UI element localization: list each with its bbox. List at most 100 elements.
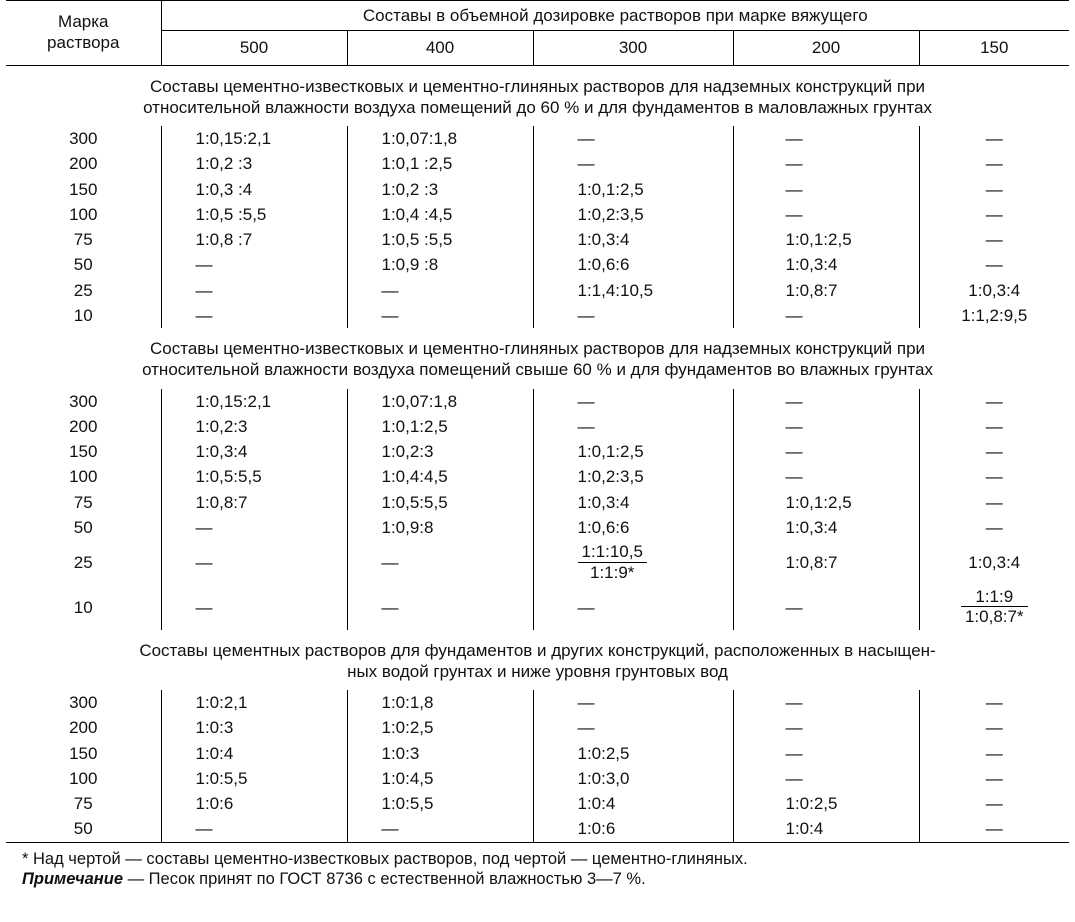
cell-value: 1:0,07:1,8 xyxy=(347,126,533,151)
table-row: 751:0,8 :71:0,5 :5,51:0,3:41:0,1:2,5— xyxy=(6,227,1069,252)
cell-value: 1:0:6 xyxy=(533,816,733,842)
cell-value: 1:0,3:4 xyxy=(533,227,733,252)
cell-value: 1:0,2 :3 xyxy=(347,177,533,202)
cell-marka: 50 xyxy=(6,816,161,842)
cell-value: — xyxy=(533,414,733,439)
cell-value: 1:0,8:7 xyxy=(733,278,919,303)
cell-value: — xyxy=(161,515,347,540)
mortar-compositions-table: Марка раствора Составы в объемной дозиро… xyxy=(6,0,1069,843)
cell-marka: 25 xyxy=(6,278,161,303)
cell-value: 1:0,1:2,5 xyxy=(533,439,733,464)
cell-value: 1:0:3 xyxy=(347,741,533,766)
cell-value: 1:0:4,5 xyxy=(347,766,533,791)
cell-value: — xyxy=(919,490,1069,515)
cell-value: 1:0:4 xyxy=(733,816,919,842)
table-row: 25——1:1,4:10,51:0,8:71:0,3:4 xyxy=(6,278,1069,303)
cell-value: 1:0:3 xyxy=(161,715,347,740)
cell-value: 1:0,1:2,5 xyxy=(733,227,919,252)
cell-value: 1:0,2:3,5 xyxy=(533,202,733,227)
cell-marka: 150 xyxy=(6,439,161,464)
cell-value: 1:1:91:0,8:7* xyxy=(919,585,1069,630)
col-header-400: 400 xyxy=(347,31,533,65)
cell-value: 1:0,4 :4,5 xyxy=(347,202,533,227)
table-row: 1501:0,3 :41:0,2 :31:0,1:2,5—— xyxy=(6,177,1069,202)
cell-value: 1:1:10,51:1:9* xyxy=(533,540,733,585)
cell-value: 1:0,3:4 xyxy=(919,540,1069,585)
table-row: 3001:0:2,11:0:1,8——— xyxy=(6,690,1069,715)
section-title: Составы цементно-известковых и цементно-… xyxy=(6,328,1069,389)
cell-value: — xyxy=(347,540,533,585)
cell-value: — xyxy=(919,816,1069,842)
cell-value: 1:0,2:3,5 xyxy=(533,464,733,489)
cell-value: — xyxy=(733,303,919,328)
table-row: 10————1:1,2:9,5 xyxy=(6,303,1069,328)
cell-value: — xyxy=(347,278,533,303)
table-row: 2001:0,2 :31:0,1 :2,5——— xyxy=(6,151,1069,176)
cell-value: 1:0,3:4 xyxy=(533,490,733,515)
cell-value: 1:0,2 :3 xyxy=(161,151,347,176)
cell-marka: 200 xyxy=(6,151,161,176)
table-row: 3001:0,15:2,11:0,07:1,8——— xyxy=(6,126,1069,151)
cell-value: — xyxy=(533,303,733,328)
cell-value: — xyxy=(161,816,347,842)
cell-value: 1:0:6 xyxy=(161,791,347,816)
cell-value: 1:0,3:4 xyxy=(161,439,347,464)
cell-marka: 150 xyxy=(6,177,161,202)
col-header-500: 500 xyxy=(161,31,347,65)
cell-value: — xyxy=(733,389,919,414)
cell-value: 1:0,3:4 xyxy=(733,252,919,277)
cell-value: — xyxy=(533,151,733,176)
cell-value: — xyxy=(919,515,1069,540)
cell-marka: 75 xyxy=(6,227,161,252)
section-title: Составы цементных растворов для фундамен… xyxy=(6,630,1069,691)
cell-marka: 150 xyxy=(6,741,161,766)
cell-value: 1:0:3,0 xyxy=(533,766,733,791)
cell-marka: 50 xyxy=(6,515,161,540)
cell-value: 1:0,5 :5,5 xyxy=(347,227,533,252)
cell-marka: 10 xyxy=(6,303,161,328)
cell-value: 1:0:5,5 xyxy=(161,766,347,791)
col-header-marka: Марка раствора xyxy=(6,1,161,66)
table-row: 2001:0,2:31:0,1:2,5——— xyxy=(6,414,1069,439)
cell-value: — xyxy=(919,389,1069,414)
cell-value: 1:0,1:2,5 xyxy=(733,490,919,515)
cell-value: — xyxy=(919,202,1069,227)
cell-value: 1:0,5:5,5 xyxy=(347,490,533,515)
table-row: 3001:0,15:2,11:0,07:1,8——— xyxy=(6,389,1069,414)
footnotes: * Над чертой — составы цементно-известко… xyxy=(6,843,1069,890)
cell-value: — xyxy=(733,177,919,202)
cell-value: — xyxy=(733,414,919,439)
cell-value: — xyxy=(347,585,533,630)
cell-value: — xyxy=(919,252,1069,277)
cell-value: — xyxy=(919,741,1069,766)
cell-marka: 25 xyxy=(6,540,161,585)
cell-value: — xyxy=(161,303,347,328)
cell-marka: 200 xyxy=(6,414,161,439)
cell-value: — xyxy=(919,766,1069,791)
table-row: 1501:0,3:41:0,2:31:0,1:2,5—— xyxy=(6,439,1069,464)
cell-value: — xyxy=(533,389,733,414)
section-title: Составы цементно-известковых и цементно-… xyxy=(6,65,1069,126)
cell-marka: 50 xyxy=(6,252,161,277)
cell-value: — xyxy=(347,816,533,842)
cell-value: — xyxy=(919,177,1069,202)
col-header-150: 150 xyxy=(919,31,1069,65)
cell-value: — xyxy=(161,252,347,277)
col-header-300: 300 xyxy=(533,31,733,65)
table-row: 50——1:0:61:0:4— xyxy=(6,816,1069,842)
table-row: 25——1:1:10,51:1:9*1:0,8:71:0,3:4 xyxy=(6,540,1069,585)
cell-value: — xyxy=(733,202,919,227)
table-row: 50—1:0,9:81:0,6:61:0,3:4— xyxy=(6,515,1069,540)
cell-value: 1:0,9 :8 xyxy=(347,252,533,277)
cell-marka: 10 xyxy=(6,585,161,630)
cell-value: 1:0,8 :7 xyxy=(161,227,347,252)
cell-value: 1:1,4:10,5 xyxy=(533,278,733,303)
cell-value: 1:0,15:2,1 xyxy=(161,389,347,414)
cell-value: 1:0,15:2,1 xyxy=(161,126,347,151)
col-header-200: 200 xyxy=(733,31,919,65)
cell-value: — xyxy=(347,303,533,328)
cell-value: — xyxy=(919,151,1069,176)
cell-value: 1:0:4 xyxy=(161,741,347,766)
cell-value: — xyxy=(161,278,347,303)
cell-value: — xyxy=(733,151,919,176)
